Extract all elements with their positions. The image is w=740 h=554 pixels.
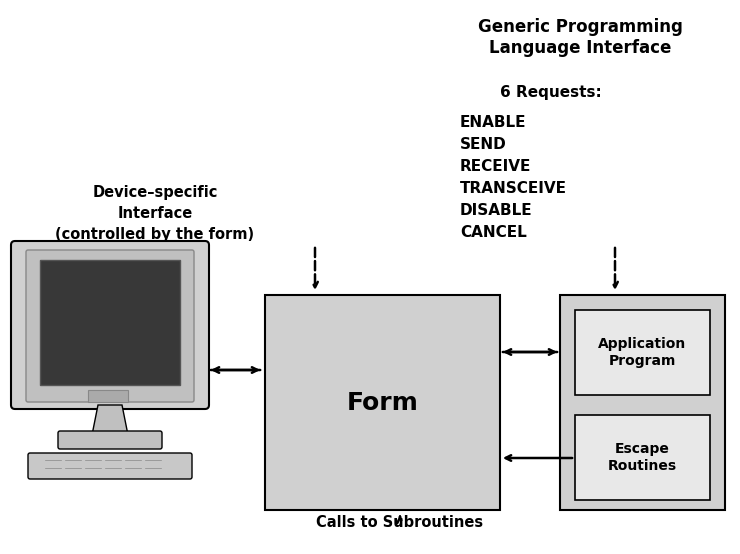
Text: RECEIVE: RECEIVE [460,159,531,174]
Text: DISABLE: DISABLE [460,203,533,218]
Text: 6 Requests:: 6 Requests: [500,85,602,100]
Bar [575,310,710,395]
Text: Form: Form [346,391,418,414]
Text: Escape
Routines: Escape Routines [608,443,677,473]
Text: Generic Programming
Language Interface: Generic Programming Language Interface [477,18,682,57]
Text: CANCEL: CANCEL [460,225,527,240]
Bar [575,415,710,500]
Text: SEND: SEND [460,137,507,152]
Bar [40,260,180,385]
Text: TRANSCEIVE: TRANSCEIVE [460,181,567,196]
FancyBboxPatch shape [11,241,209,409]
FancyBboxPatch shape [26,250,194,402]
Text: Calls to Subroutines: Calls to Subroutines [317,515,483,530]
Bar [88,390,128,402]
Bar [265,295,500,510]
Bar [560,295,725,510]
Polygon shape [92,405,128,435]
Text: Application
Program: Application Program [599,337,687,368]
FancyBboxPatch shape [28,453,192,479]
FancyBboxPatch shape [58,431,162,449]
Text: Device–specific
Interface
(controlled by the form): Device–specific Interface (controlled by… [56,185,255,242]
Text: ENABLE: ENABLE [460,115,526,130]
